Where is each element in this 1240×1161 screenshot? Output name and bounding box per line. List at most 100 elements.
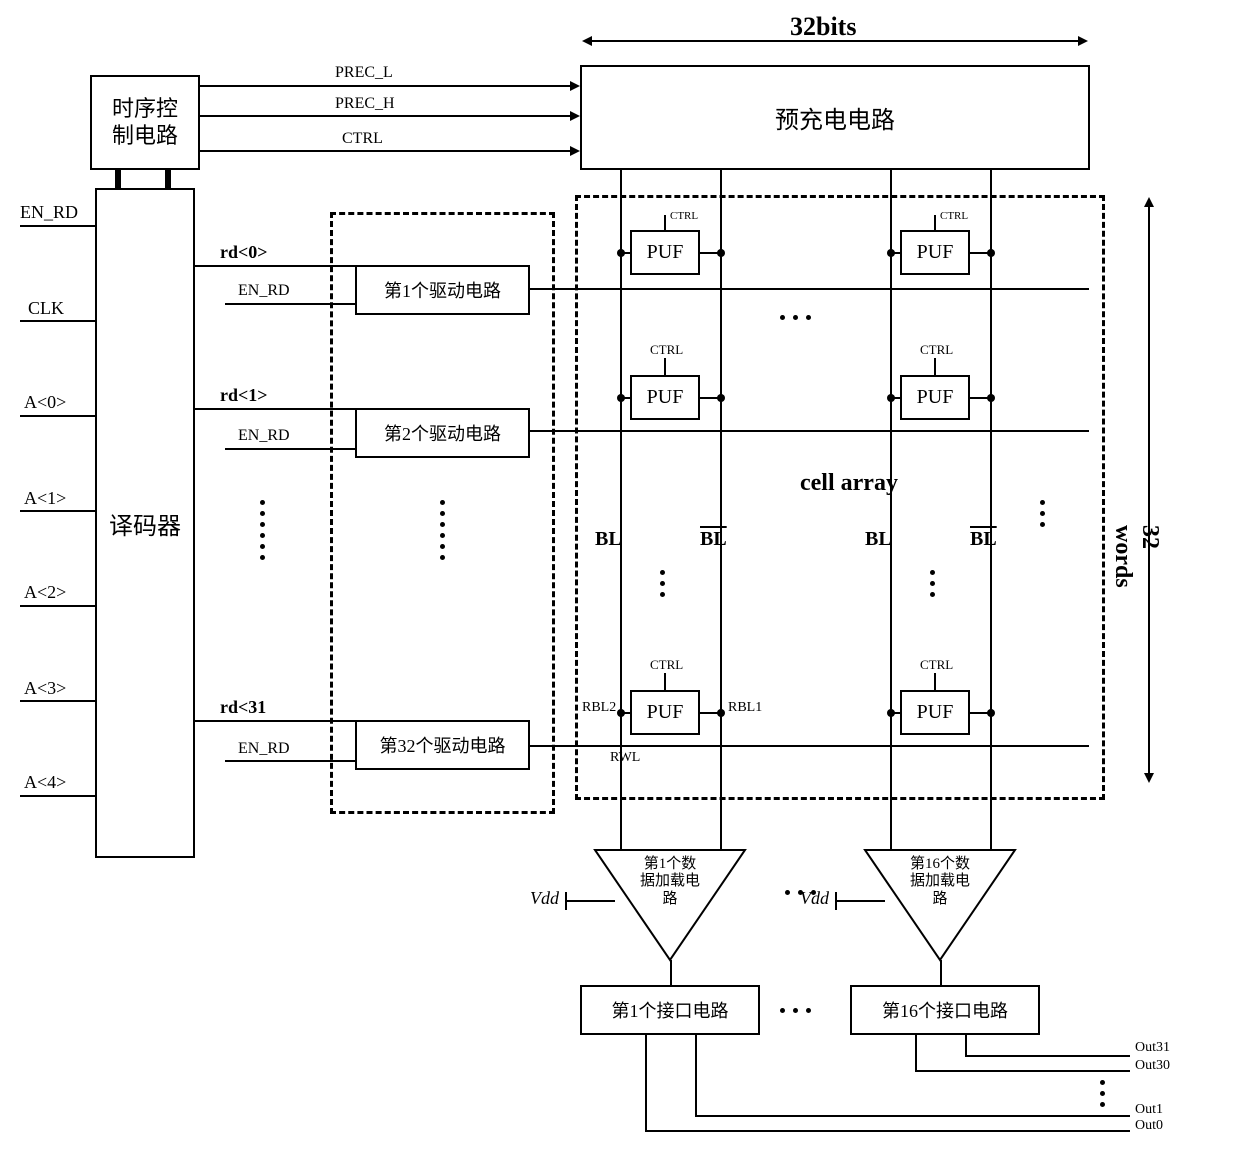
en-rd-32 [225,760,355,762]
dec-in-5-lbl: A<3> [24,678,66,699]
vdd-1-line [565,900,615,902]
out1-lbl: Out1 [1135,1102,1163,1118]
puf22-ctrl-lbl: CTRL [920,342,953,358]
out31-v [965,1035,967,1057]
driver-32: 第32个驱动电路 [355,720,530,770]
dec-in-1 [20,320,95,322]
dec-in-2 [20,415,95,417]
bl-1l-lbl: BL [595,528,622,551]
p12-dr [987,249,995,257]
out-vdots [1100,1080,1105,1107]
driver-2-lbl: 第2个驱动电路 [384,420,501,446]
p11-dr [717,249,725,257]
ca-vdots-3 [1040,500,1045,527]
dec-in-0-lbl: EN_RD [20,202,78,223]
prec-h-line [200,115,572,117]
ca-vdots-1 [660,570,665,597]
puf322-ctrl [934,673,936,690]
dec-in-3 [20,510,95,512]
rwl-lbl: RWL [610,750,640,766]
data-load-16-lbl: 第16个数 据加载电 路 [910,856,970,908]
bl-2l [890,170,892,850]
dec-in-3-lbl: A<1> [24,488,66,509]
dec-in-4 [20,605,95,607]
puf21-ctrl [664,358,666,375]
out0-v [645,1035,647,1132]
puf321-ctrl [664,673,666,690]
out1-v [695,1035,697,1117]
puf322-ctrl-lbl: CTRL [920,657,953,673]
vdd-16-rail [835,892,837,910]
en-rd-2-lbl: EN_RD [238,427,290,445]
p322-dl [887,709,895,717]
words-label: 32 words [1109,525,1163,588]
out1-line [695,1115,1130,1117]
precharge-label: 预充电电路 [775,100,895,135]
rwl-32 [530,745,1089,747]
out0-line [645,1130,1130,1132]
prec-l-label: PREC_L [335,64,393,82]
puf11-ctrl [664,215,666,230]
rd31-lbl: rd<31 [220,697,266,718]
driver-1-lbl: 第1个驱动电路 [384,277,501,303]
p322-dr [987,709,995,717]
precharge-box: 预充电电路 [580,65,1090,170]
puf-1-1: PUF [630,230,700,275]
puf11-ctrl-lbl: CTRL [670,210,698,222]
p22-dl [887,394,895,402]
rd31-line [195,720,370,722]
puf-1-2: PUF [900,230,970,275]
sa16-out [940,960,942,985]
p21-dr [717,394,725,402]
puf-architecture-diagram: 32bits 时序控 制电路 预充电电路 PREC_L PREC_H CTRL … [20,20,1220,1140]
bl-2r-lbl: BL [970,528,997,551]
vdd-1-lbl: Vdd [530,888,559,909]
cell-array-label: cell array [800,470,898,497]
iface-1: 第1个接口电路 [580,985,760,1035]
puf-2-2: PUF [900,375,970,420]
puf21-ctrl-lbl: CTRL [650,342,683,358]
puf321-ctrl-lbl: CTRL [650,657,683,673]
rd1-lbl: rd<1> [220,385,268,406]
en-rd-1 [225,303,355,305]
ctrl-label: CTRL [342,130,383,148]
puf-32-1: PUF [630,690,700,735]
dec-in-6-lbl: A<4> [24,772,66,793]
rwl-2 [530,430,1089,432]
rbl1-lbl: RBL1 [728,700,762,716]
conn-v2 [165,170,171,188]
dec-in-0 [20,225,95,227]
en-rd-1-lbl: EN_RD [238,282,290,300]
out30-line [915,1070,1130,1072]
puf12-ctrl [934,215,936,230]
bl-1r-lbl: BL [700,528,727,551]
width-label: 32bits [790,12,856,42]
p21-dl [617,394,625,402]
p321-dl [617,709,625,717]
rd0-line [195,265,370,267]
out0-lbl: Out0 [1135,1118,1163,1134]
decoder-label: 译码器 [109,506,181,541]
bl-1r [720,170,722,850]
en-rd-2 [225,448,355,450]
ctrl-line [200,150,572,152]
driver-32-lbl: 第32个驱动电路 [380,732,506,758]
bl-1l [620,170,622,850]
puf-32-2: PUF [900,690,970,735]
dec-in-5 [20,700,95,702]
vdd-1-rail [565,892,567,910]
rwl-1 [530,288,1089,290]
driver-vdots-2 [440,500,445,560]
conn-v1 [115,170,121,188]
driver-vdots-1 [260,500,265,560]
puf-2-1: PUF [630,375,700,420]
rbl2-lbl: RBL2 [582,700,616,716]
iface-hdots [780,1008,811,1013]
rd0-lbl: rd<0> [220,242,268,263]
dec-in-6 [20,795,95,797]
decoder-box: 译码器 [95,188,195,858]
puf12-ctrl-lbl: CTRL [940,210,968,222]
dec-in-4-lbl: A<2> [24,582,66,603]
p321-dr [717,709,725,717]
out30-v [915,1035,917,1072]
